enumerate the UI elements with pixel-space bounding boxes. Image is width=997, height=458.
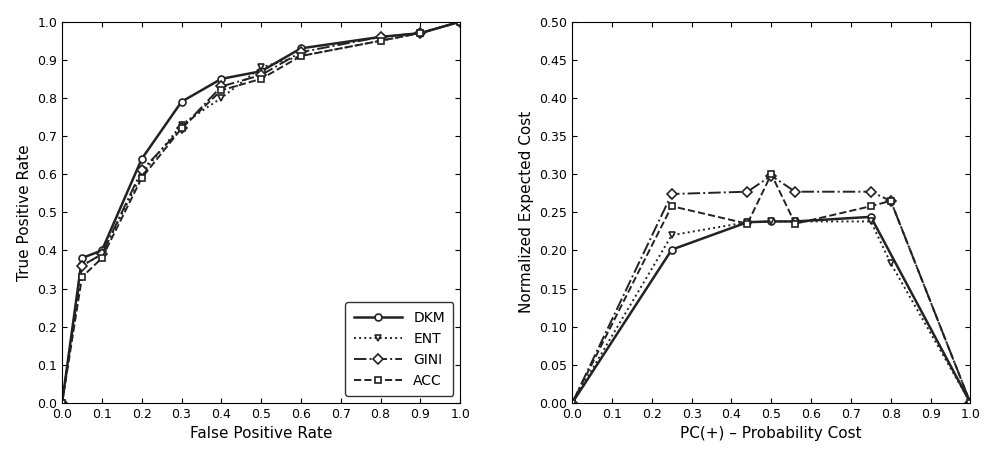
ENT <box>566 400 578 406</box>
GINI <box>215 84 227 89</box>
DKM <box>790 218 802 224</box>
Line: ENT: ENT <box>59 18 464 406</box>
DKM <box>96 248 108 253</box>
ACC <box>964 400 976 406</box>
GINI <box>742 189 754 195</box>
DKM <box>76 255 88 261</box>
GINI <box>375 34 387 40</box>
GINI <box>255 72 267 78</box>
DKM <box>415 30 427 36</box>
ENT <box>455 19 467 24</box>
Y-axis label: Normalized Expected Cost: Normalized Expected Cost <box>518 111 533 313</box>
ACC <box>215 87 227 93</box>
GINI <box>790 189 802 195</box>
ACC <box>136 175 148 181</box>
ENT <box>175 122 187 127</box>
ENT <box>295 53 307 59</box>
ENT <box>666 232 678 238</box>
ACC <box>766 171 778 177</box>
ENT <box>766 218 778 224</box>
DKM <box>175 99 187 104</box>
Line: ACC: ACC <box>59 18 464 406</box>
GINI <box>136 168 148 173</box>
ACC <box>742 221 754 226</box>
X-axis label: False Positive Rate: False Positive Rate <box>189 426 332 442</box>
ENT <box>964 400 976 406</box>
GINI <box>766 173 778 179</box>
X-axis label: PC(+) – Probability Cost: PC(+) – Probability Cost <box>681 426 862 442</box>
ACC <box>790 221 802 226</box>
ENT <box>76 263 88 268</box>
Line: DKM: DKM <box>59 18 464 406</box>
ENT <box>215 95 227 101</box>
ACC <box>415 30 427 36</box>
Line: ACC: ACC <box>568 171 974 406</box>
ENT <box>790 218 802 224</box>
ENT <box>136 171 148 177</box>
GINI <box>175 125 187 131</box>
Line: DKM: DKM <box>568 213 974 406</box>
GINI <box>566 400 578 406</box>
DKM <box>864 214 876 220</box>
ACC <box>96 255 108 261</box>
ACC <box>666 203 678 209</box>
GINI <box>666 191 678 197</box>
DKM <box>766 218 778 224</box>
ENT <box>56 400 68 406</box>
ACC <box>375 38 387 44</box>
ACC <box>255 76 267 82</box>
GINI <box>76 263 88 268</box>
ACC <box>566 400 578 406</box>
GINI <box>295 49 307 55</box>
ENT <box>864 218 876 224</box>
DKM <box>375 34 387 40</box>
ACC <box>295 53 307 59</box>
DKM <box>215 76 227 82</box>
GINI <box>415 30 427 36</box>
ACC <box>175 125 187 131</box>
ACC <box>455 19 467 24</box>
DKM <box>255 69 267 74</box>
GINI <box>56 400 68 406</box>
DKM <box>295 46 307 51</box>
ENT <box>375 38 387 44</box>
Y-axis label: True Positive Rate: True Positive Rate <box>17 144 32 281</box>
Line: ENT: ENT <box>568 218 974 406</box>
ACC <box>884 198 896 204</box>
Legend: DKM, ENT, GINI, ACC: DKM, ENT, GINI, ACC <box>345 302 454 396</box>
GINI <box>455 19 467 24</box>
DKM <box>964 400 976 406</box>
DKM <box>566 400 578 406</box>
DKM <box>666 247 678 252</box>
ENT <box>742 219 754 225</box>
Line: GINI: GINI <box>59 18 464 406</box>
GINI <box>964 400 976 406</box>
GINI <box>884 198 896 204</box>
DKM <box>136 156 148 162</box>
ENT <box>415 30 427 36</box>
ACC <box>76 274 88 280</box>
DKM <box>455 19 467 24</box>
Line: GINI: GINI <box>568 172 974 406</box>
DKM <box>56 400 68 406</box>
DKM <box>742 219 754 225</box>
ENT <box>884 261 896 266</box>
ENT <box>255 65 267 70</box>
GINI <box>864 189 876 195</box>
GINI <box>96 251 108 257</box>
ACC <box>56 400 68 406</box>
ENT <box>96 251 108 257</box>
ACC <box>864 203 876 209</box>
